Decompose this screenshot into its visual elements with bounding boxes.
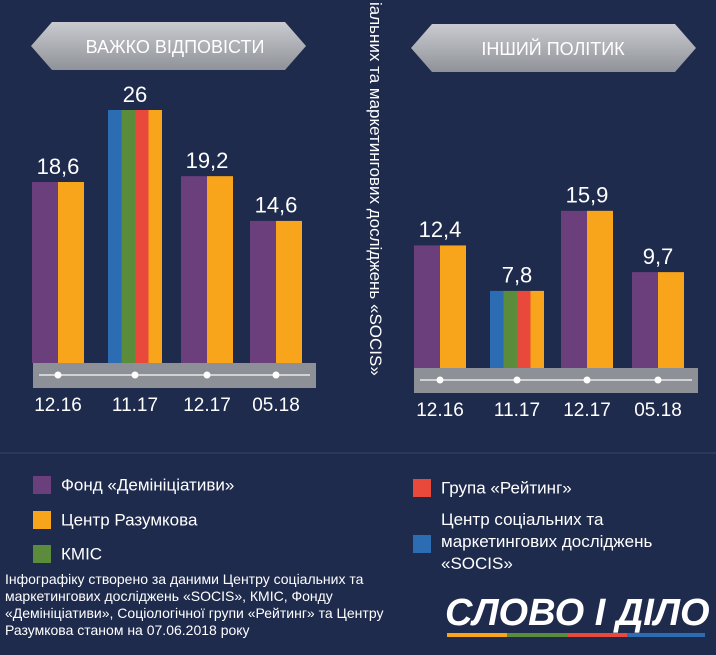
bar (58, 182, 84, 363)
timeline-dot (436, 376, 444, 384)
logo-stripe (507, 633, 567, 637)
timeline-dot (203, 371, 211, 379)
value-label: 7,8 (502, 263, 533, 288)
chart-title: ІНШИЙ ПОЛІТИК (481, 38, 625, 59)
chart-title: ВАЖКО ВІДПОВІСТИ (86, 37, 265, 57)
bar (250, 220, 276, 363)
bar (561, 210, 587, 368)
bar (490, 290, 504, 368)
timeline-dot (131, 371, 139, 379)
x-tick-label: 11.17 (494, 400, 540, 421)
vertical-caption: іальних та маркетингових досліджень «SOC… (366, 2, 385, 376)
bar (108, 110, 122, 363)
timeline-dot (654, 376, 662, 384)
value-label: 18,6 (37, 154, 80, 179)
logo-stripe (447, 633, 507, 637)
value-label: 14,6 (255, 193, 298, 218)
timeline-dot (513, 376, 521, 384)
legend-swatch (413, 479, 431, 497)
bar (658, 272, 684, 368)
bar (148, 110, 162, 363)
bar (530, 290, 544, 368)
logo-stripe (627, 633, 705, 637)
legend-label: Центр Разумкова (61, 510, 198, 529)
value-label: 15,9 (566, 183, 609, 208)
x-tick-label: 05.18 (252, 395, 300, 416)
value-label: 26 (123, 82, 147, 107)
legend-swatch (33, 511, 51, 529)
bar (503, 290, 517, 368)
legend-swatch (33, 476, 51, 494)
bar (440, 245, 466, 368)
legend-label: КМІС (61, 544, 102, 563)
legend-swatch (413, 535, 431, 553)
bar (276, 220, 302, 363)
x-tick-label: 12.17 (183, 395, 231, 416)
bar (121, 110, 135, 363)
bar (207, 176, 233, 363)
footnote: Інфографіку створено за даними Центру со… (5, 571, 384, 638)
value-label: 12,4 (419, 217, 462, 242)
logo-stripe (567, 633, 627, 637)
banner (31, 22, 306, 70)
value-label: 19,2 (186, 148, 229, 173)
legend-label: Центр соціальних та маркетингових дослід… (441, 510, 653, 573)
banner (411, 24, 696, 72)
legend-swatch (33, 545, 51, 563)
bar (632, 272, 658, 368)
x-tick-label: 12.16 (416, 400, 464, 421)
value-label: 9,7 (643, 244, 674, 269)
timeline-dot (272, 371, 280, 379)
x-tick-label: 05.18 (634, 400, 682, 421)
legend-label: Група «Рейтинг» (441, 478, 572, 497)
bar (135, 110, 149, 363)
legend-label: Фонд «Демініціативи» (61, 475, 234, 494)
bar (181, 176, 207, 363)
x-tick-label: 12.17 (563, 400, 611, 421)
bar (587, 210, 613, 368)
timeline-dot (54, 371, 62, 379)
bar (32, 182, 58, 363)
bar (414, 245, 440, 368)
timeline-dot (583, 376, 591, 384)
x-tick-label: 12.16 (34, 395, 82, 416)
logo: СЛОВО І ДІЛО (445, 592, 710, 634)
x-tick-label: 11.17 (112, 395, 158, 416)
bar (517, 290, 531, 368)
